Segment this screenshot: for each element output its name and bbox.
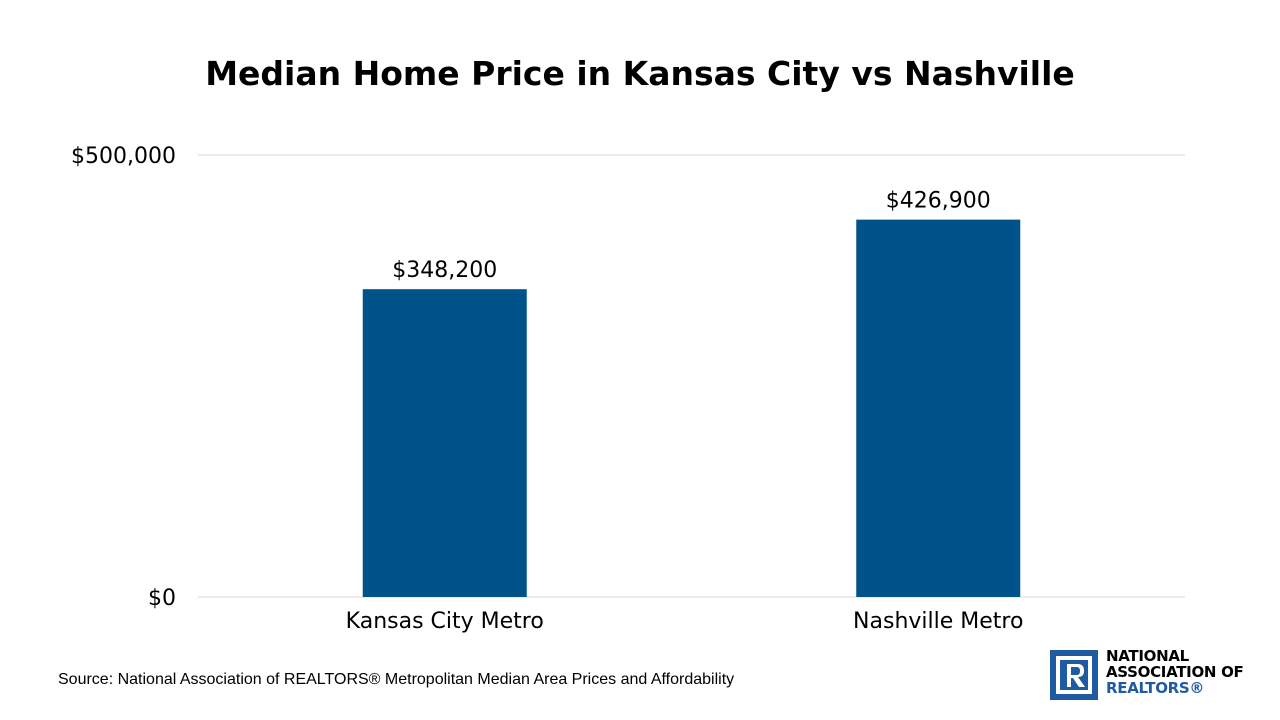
- y-tick-label: $500,000: [71, 144, 176, 169]
- logo-line-3: REALTORS®: [1106, 679, 1205, 697]
- x-tick-label: Nashville Metro: [853, 609, 1023, 634]
- nar-logo: NATIONAL ASSOCIATION OF REALTORS®: [1050, 648, 1265, 702]
- gridlines: [198, 154, 1185, 598]
- bars: [362, 219, 1021, 597]
- y-axis-ticks: $0 $500,000: [71, 144, 176, 611]
- source-note: Source: National Association of REALTORS…: [58, 671, 735, 688]
- bar: [362, 289, 527, 597]
- bar: [856, 219, 1021, 597]
- realtor-r-icon: [1050, 650, 1098, 700]
- logo-line-1: NATIONAL: [1106, 647, 1189, 665]
- x-axis-ticks: Kansas City Metro Nashville Metro: [346, 609, 1024, 634]
- x-tick-label: Kansas City Metro: [346, 609, 544, 634]
- y-tick-label: $0: [148, 586, 176, 611]
- logo-wordmark: NATIONAL ASSOCIATION OF REALTORS®: [1106, 647, 1244, 697]
- data-label: $426,900: [886, 189, 991, 214]
- chart-title: Median Home Price in Kansas City vs Nash…: [205, 54, 1075, 93]
- logo-line-2: ASSOCIATION OF: [1106, 663, 1244, 681]
- data-label: $348,200: [392, 258, 497, 283]
- data-labels: $348,200 $426,900: [392, 189, 990, 284]
